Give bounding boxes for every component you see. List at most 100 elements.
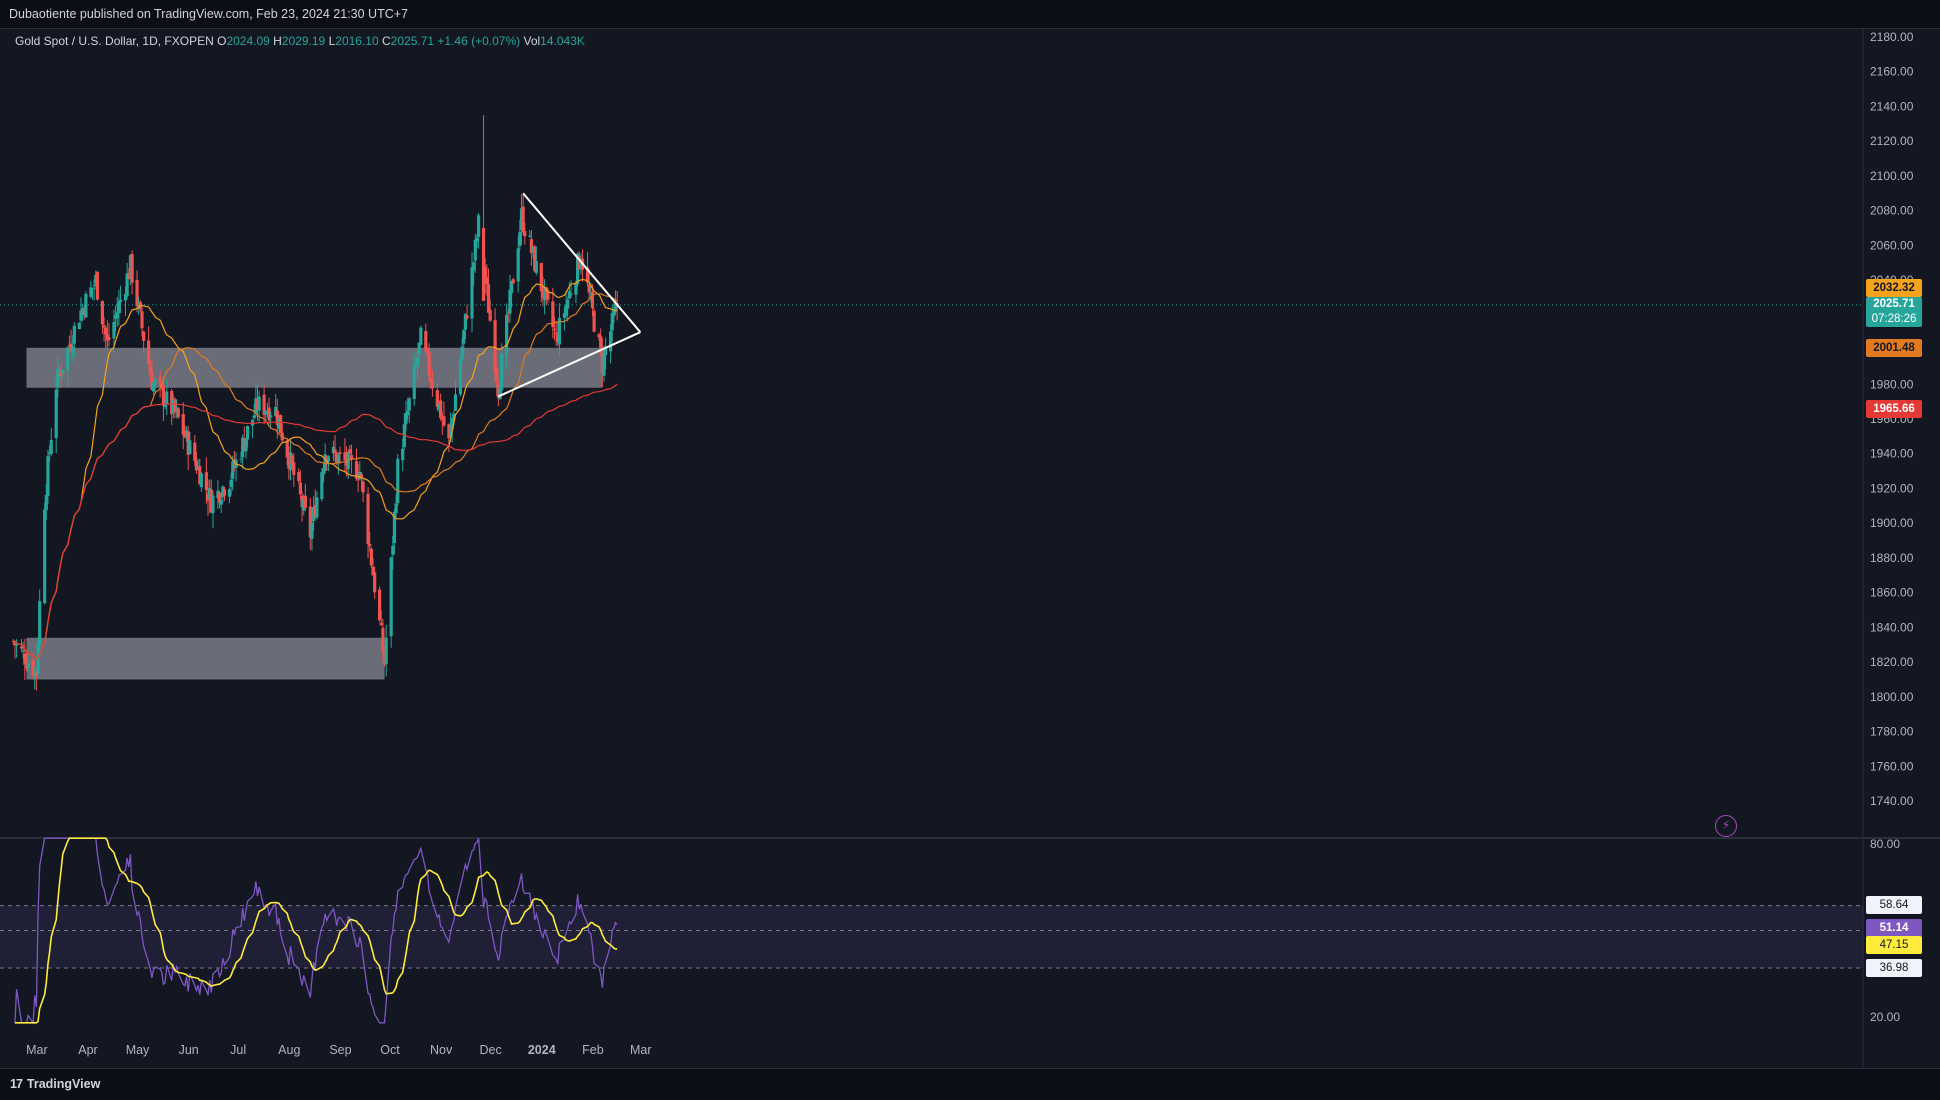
candle-body xyxy=(435,390,439,407)
candle-body xyxy=(196,466,200,470)
candle-body xyxy=(173,399,177,412)
low-value: 2016.10 xyxy=(335,34,379,48)
candle-body xyxy=(57,372,62,374)
candle-body xyxy=(19,646,24,649)
candle-body xyxy=(105,334,109,341)
candle-body xyxy=(539,262,543,292)
candle-body xyxy=(171,399,175,414)
candle-body xyxy=(279,414,283,433)
candle-body xyxy=(219,500,223,505)
time-tick-label: Nov xyxy=(430,1043,453,1057)
candle-body xyxy=(326,456,331,462)
price-tick-label: 1800.00 xyxy=(1870,690,1914,704)
candle-body xyxy=(241,437,245,458)
candle-body xyxy=(206,493,210,501)
candle-body xyxy=(427,351,431,375)
candle-body xyxy=(556,334,560,343)
candle-body xyxy=(531,247,535,251)
candle-body xyxy=(254,398,258,414)
candle-body xyxy=(419,327,423,345)
vol-label: Vol xyxy=(523,34,541,48)
rsi-tick-label: 80.00 xyxy=(1870,837,1900,851)
low-label: L xyxy=(328,34,336,48)
candle-body xyxy=(95,272,100,300)
candle-body xyxy=(77,322,81,330)
candle-body xyxy=(493,320,497,373)
candle-body xyxy=(348,449,352,454)
candle-body xyxy=(516,248,520,282)
time-tick-label: Feb xyxy=(582,1043,604,1057)
candle-body xyxy=(199,473,203,488)
candle-body xyxy=(567,291,571,299)
candle-body xyxy=(333,449,337,453)
candle-body xyxy=(585,267,590,283)
price-tick-label: 2100.00 xyxy=(1870,169,1914,183)
candle-body xyxy=(429,378,433,382)
price-tick-label: 1920.00 xyxy=(1870,481,1914,495)
candle-body xyxy=(315,497,319,518)
candle-body xyxy=(267,407,271,421)
candle-body xyxy=(323,454,327,471)
candle-body xyxy=(562,313,566,318)
candle-body xyxy=(161,385,166,406)
candle-body xyxy=(576,253,580,285)
candle-body xyxy=(104,327,108,335)
candle-body xyxy=(354,461,359,479)
candle-body xyxy=(231,461,235,479)
candle-body xyxy=(412,365,416,400)
time-tick-label: 2024 xyxy=(528,1043,556,1057)
candle-body xyxy=(453,394,458,411)
candle-body xyxy=(500,353,504,391)
open-value: 2024.09 xyxy=(226,34,270,48)
candle-body xyxy=(176,408,180,417)
lightning-icon[interactable]: ⚡ xyxy=(1715,815,1737,837)
support-zone xyxy=(26,637,385,680)
candle-body xyxy=(184,430,189,439)
candle-body xyxy=(356,476,360,480)
candle-body xyxy=(404,413,408,425)
candle-body xyxy=(523,231,527,237)
candle-body xyxy=(414,363,418,368)
ma50-line xyxy=(12,278,618,660)
candle-body xyxy=(394,503,398,514)
candle-body xyxy=(163,404,167,407)
price-tick-label: 1940.00 xyxy=(1870,447,1914,461)
candle-body xyxy=(15,643,19,646)
high-label: H xyxy=(273,34,282,48)
tradingview-logo[interactable]: 17 TradingView xyxy=(10,1077,100,1091)
candle-body xyxy=(24,665,29,669)
candle-body xyxy=(470,267,474,319)
candle-body xyxy=(310,522,314,539)
candle-body xyxy=(135,279,139,307)
candle-body xyxy=(216,490,220,499)
candle-body xyxy=(302,499,306,511)
candle-body xyxy=(48,452,52,454)
candle-body xyxy=(252,415,256,419)
open-label: O xyxy=(217,34,227,48)
candle-body xyxy=(292,462,296,475)
price-tick-label: 1980.00 xyxy=(1870,377,1914,391)
candle-body xyxy=(384,637,388,665)
rsi-value-tag: 51.14 xyxy=(1866,919,1922,937)
candle-body xyxy=(194,460,199,471)
candle-body xyxy=(209,489,213,513)
candle-body xyxy=(288,452,293,471)
candle-body xyxy=(590,291,595,309)
candle-body xyxy=(147,340,151,365)
candle-body xyxy=(151,382,156,392)
candle-body xyxy=(308,506,312,538)
close-label: C xyxy=(382,34,391,48)
price-chart[interactable]: 1740.00 1760.00 1780.00 1800.00 1820.00 1840.… xyxy=(0,28,1940,1068)
candle-body xyxy=(81,308,85,314)
price-tick-label: 2140.00 xyxy=(1870,99,1914,113)
candle-body xyxy=(407,398,411,411)
candle-body xyxy=(534,260,538,273)
symbol-name: Gold Spot / U.S. Dollar, 1D, FXOPEN xyxy=(15,34,214,48)
candle-body xyxy=(89,287,93,297)
candle-body xyxy=(125,273,129,297)
candle-body xyxy=(250,419,255,426)
candle-body xyxy=(274,407,278,416)
candle-body xyxy=(312,506,316,522)
candle-body xyxy=(483,266,487,280)
candle-body xyxy=(452,413,456,420)
